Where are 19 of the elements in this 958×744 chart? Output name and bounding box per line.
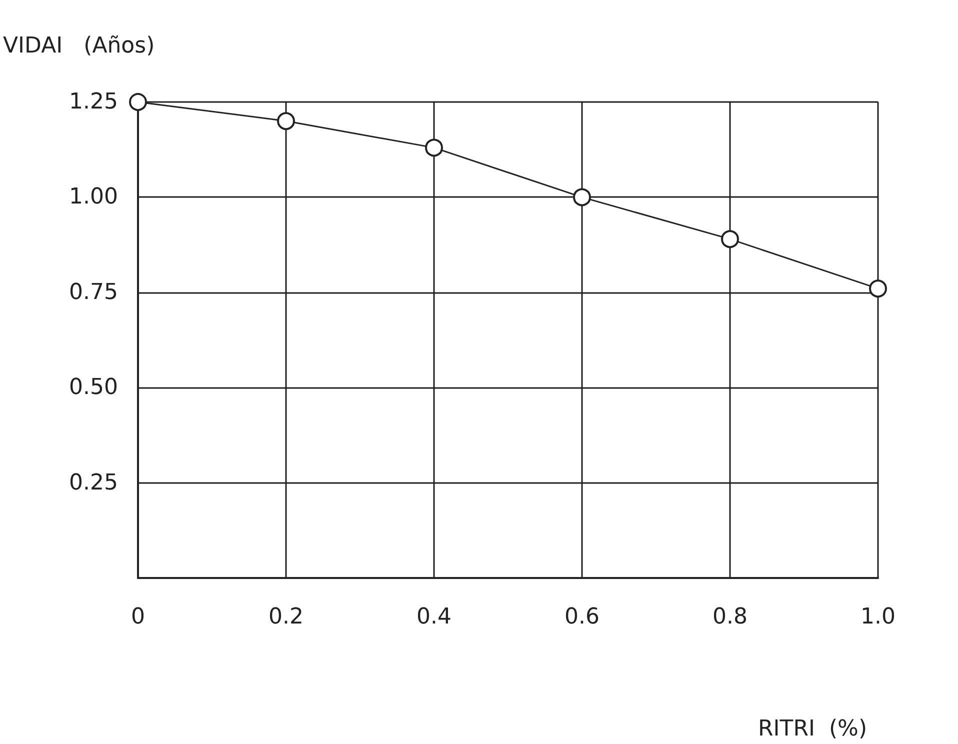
x-tick-label: 1.0	[860, 604, 896, 630]
x-axis-title: RITRI (%)	[758, 716, 868, 742]
point	[573, 188, 591, 206]
x-tick-label: 0.8	[712, 604, 748, 630]
y-tick-label: 0.25	[69, 470, 118, 496]
y-tick-label: 1.00	[69, 184, 118, 210]
point	[129, 93, 147, 111]
y-tick-label: 0.50	[69, 375, 118, 400]
x-tick-label: 0.6	[564, 604, 600, 630]
x-tick-label: 0.4	[416, 604, 452, 630]
y-tick-label: 1.25	[69, 90, 118, 114]
y-axis-title: VIDAI (Años)	[3, 34, 155, 58]
point	[721, 230, 739, 248]
point	[869, 280, 887, 298]
point	[277, 112, 295, 130]
point	[425, 138, 443, 157]
y-tick-label: 0.75	[69, 280, 118, 305]
x-tick-label: 0.2	[268, 604, 304, 630]
x-tick-label: 0	[131, 604, 145, 630]
